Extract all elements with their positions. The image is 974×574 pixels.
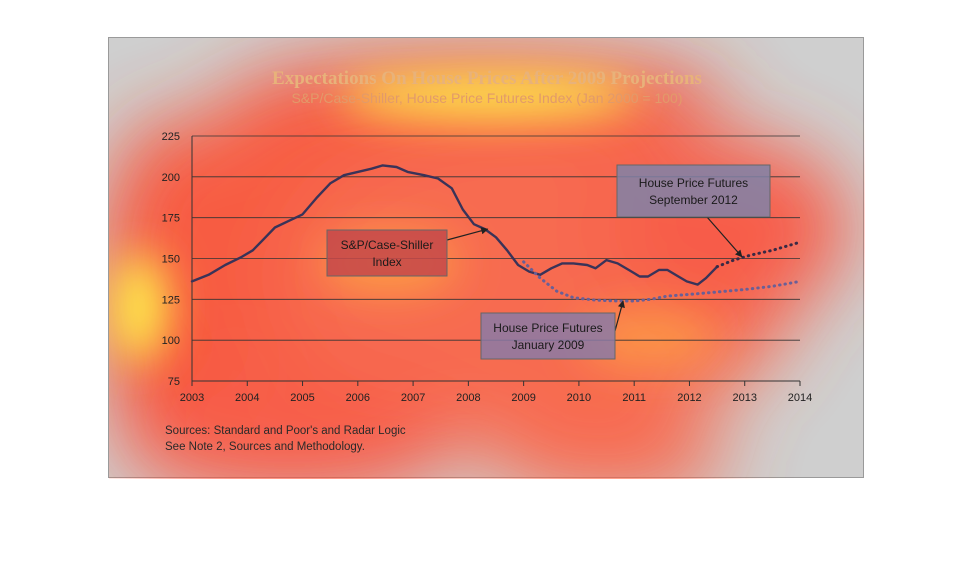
x-tick-label-9: 2012 <box>677 392 701 404</box>
chart-title: Expectations On House Prices After 2009 … <box>272 68 702 89</box>
callout-text-1-0: House Price Futures <box>493 321 602 335</box>
y-tick-label-1: 100 <box>162 335 180 347</box>
x-tick-label-3: 2006 <box>346 392 370 404</box>
callout-box-2 <box>616 164 771 218</box>
callout-box-1 <box>480 312 616 360</box>
x-tick-label-10: 2013 <box>732 392 756 404</box>
series-line-1 <box>522 260 802 303</box>
y-tick-label-6: 225 <box>162 131 180 143</box>
callouts: S&P/Case-Shiller Index House Price Futures… <box>326 164 771 360</box>
x-tick-label-5: 2008 <box>456 392 480 404</box>
chart-subtitle: S&P/Case-Shiller, House Price Futures In… <box>291 90 682 106</box>
callout-arrow-1 <box>614 300 625 332</box>
callout-text-2-1: September 2012 <box>649 193 738 207</box>
y-tick-label-5: 200 <box>162 172 180 184</box>
x-tick-label-11: 2014 <box>788 392 812 404</box>
y-tick-label-2: 125 <box>162 294 180 306</box>
callout-arrow-0 <box>446 227 489 241</box>
x-tick-label-8: 2011 <box>622 392 646 404</box>
chart-frame: Expectations On House Prices After 2009 … <box>108 37 864 479</box>
x-tick-labels: 2003 2004 2005 2006 2007 2008 2009 2010 2011 2012… <box>180 392 812 404</box>
y-tick-label-0: 75 <box>168 376 180 388</box>
callout-text-0-1: Index <box>372 255 401 269</box>
x-tick-label-4: 2007 <box>401 392 425 404</box>
callout-arrow-2 <box>706 216 743 258</box>
series-line-2 <box>715 240 802 269</box>
source-line-2: See Note 2, Sources and Methodology. <box>165 441 365 453</box>
callout-text-1-1: January 2009 <box>512 338 585 352</box>
x-tick-label-1: 2004 <box>235 392 259 404</box>
x-tick-label-2: 2005 <box>290 392 314 404</box>
x-tick-label-7: 2010 <box>567 392 591 404</box>
axes <box>191 136 801 386</box>
y-tick-label-3: 150 <box>162 254 180 266</box>
callout-text-0-0: S&P/Case-Shiller <box>341 238 434 252</box>
y-tick-label-4: 175 <box>162 213 180 225</box>
chart: Expectations On House Prices After 2009 … <box>162 68 813 453</box>
x-tick-label-6: 2009 <box>511 392 535 404</box>
x-tick-label-0: 2003 <box>180 392 204 404</box>
source-line-1: Sources: Standard and Poor's and Radar L… <box>165 425 406 437</box>
callout-box-0 <box>326 229 448 277</box>
callout-text-2-0: House Price Futures <box>639 176 748 190</box>
y-tick-labels: 75 100 125 150 175 200 225 <box>162 131 180 388</box>
